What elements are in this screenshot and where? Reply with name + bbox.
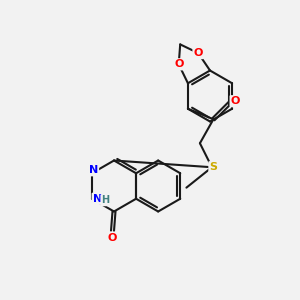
Text: O: O xyxy=(174,59,183,69)
Text: S: S xyxy=(209,162,217,172)
Text: N: N xyxy=(89,165,98,175)
Text: O: O xyxy=(231,96,240,106)
Text: H: H xyxy=(101,195,110,205)
Text: N: N xyxy=(93,194,102,204)
Text: O: O xyxy=(194,48,203,58)
Text: O: O xyxy=(107,232,117,243)
